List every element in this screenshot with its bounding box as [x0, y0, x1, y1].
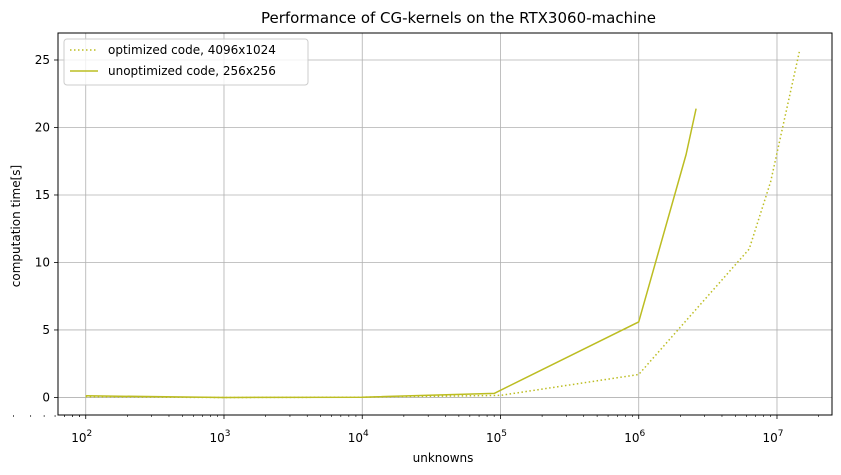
legend-box [63, 38, 309, 86]
y-tick-label: 25 [35, 53, 50, 67]
x-tick-label: 103 [209, 429, 230, 445]
series-line-unoptimized [85, 108, 697, 399]
y-axis-label: computation time[s] [9, 165, 23, 287]
x-tick-label: 102 [71, 429, 92, 445]
x-axis-label: unknowns [413, 451, 474, 465]
y-tick-label: 10 [35, 255, 50, 269]
x-tick-label: 104 [348, 429, 369, 445]
y-tick-label: 15 [35, 188, 50, 202]
legend-label: optimized code, 4096x1024 [108, 43, 276, 57]
y-tick-label: 5 [42, 323, 50, 337]
y-tick-label: 0 [42, 390, 50, 404]
plot-frame [57, 32, 833, 416]
chart-title: Performance of CG-kernels on the RTX3060… [261, 9, 656, 27]
x-axis-ticks: 102 103 104 105 106 107 [13, 415, 819, 445]
y-tick-label: 20 [35, 120, 50, 134]
legend-label: unoptimized code, 256x256 [108, 64, 276, 78]
x-tick-label: 106 [624, 429, 645, 445]
x-tick-label: 105 [486, 429, 507, 445]
series-group [85, 51, 801, 399]
legend: optimized code, 4096x1024 unoptimized cod… [63, 38, 309, 86]
series-line-optimized [85, 51, 801, 399]
grid [58, 33, 832, 415]
y-axis-ticks: 0 5 10 15 20 25 [35, 53, 58, 404]
x-tick-label: 107 [762, 429, 783, 445]
